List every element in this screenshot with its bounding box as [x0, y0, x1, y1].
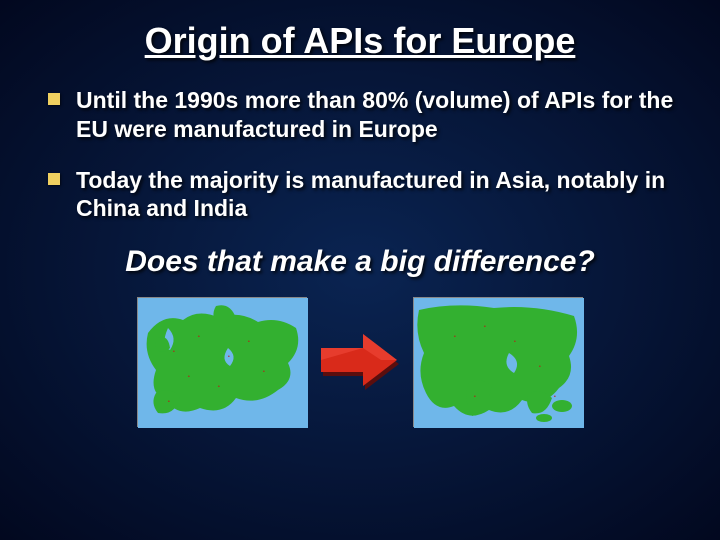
list-item: Until the 1990s more than 80% (volume) o…	[48, 86, 680, 144]
question-text: Does that make a big difference?	[40, 245, 680, 279]
slide-title: Origin of APIs for Europe	[40, 20, 680, 62]
svg-text:•: •	[554, 394, 556, 400]
svg-text:•: •	[514, 339, 516, 345]
arrow-icon	[317, 330, 403, 394]
svg-text:•: •	[228, 354, 230, 360]
svg-text:•: •	[173, 349, 175, 355]
europe-map: • • • • • • • •	[137, 297, 307, 427]
svg-text:•: •	[218, 384, 220, 390]
svg-text:•: •	[198, 334, 200, 340]
svg-text:•: •	[248, 339, 250, 345]
bullet-text: Today the majority is manufactured in As…	[76, 166, 680, 224]
svg-text:•: •	[263, 369, 265, 375]
svg-text:•: •	[168, 399, 170, 405]
slide: Origin of APIs for Europe Until the 1990…	[0, 0, 720, 540]
svg-text:•: •	[539, 364, 541, 370]
svg-text:•: •	[454, 334, 456, 340]
bullet-text: Until the 1990s more than 80% (volume) o…	[76, 86, 680, 144]
bullet-list: Until the 1990s more than 80% (volume) o…	[40, 86, 680, 223]
bullet-square-icon	[48, 173, 60, 185]
maps-row: • • • • • • • •	[40, 297, 680, 427]
bullet-square-icon	[48, 93, 60, 105]
svg-text:•: •	[484, 324, 486, 330]
svg-text:•: •	[474, 394, 476, 400]
svg-text:•: •	[188, 374, 190, 380]
list-item: Today the majority is manufactured in As…	[48, 166, 680, 224]
asia-map: • • • • • •	[413, 297, 583, 427]
